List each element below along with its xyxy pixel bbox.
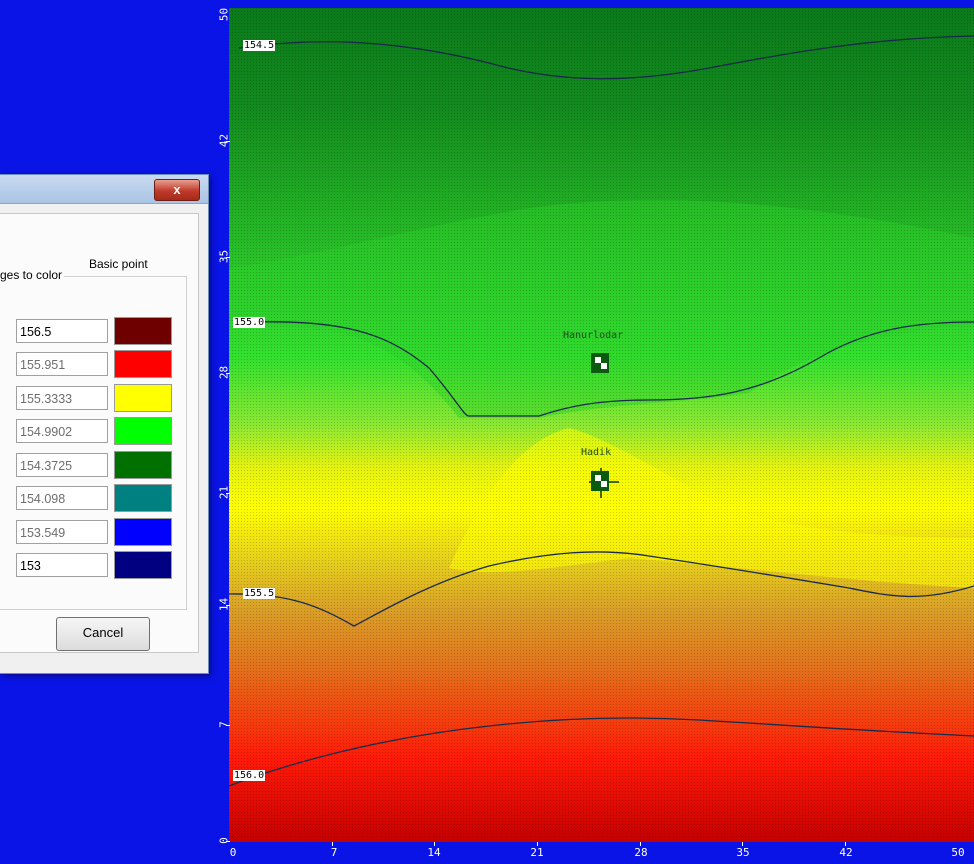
contour-label: 156.0 (233, 770, 266, 781)
x-tick-mark (537, 842, 538, 846)
y-tick-mark (226, 141, 230, 142)
contour-map[interactable]: 154.5 155.0 155.5 156.0 Hanurlodar Hadik (229, 8, 974, 842)
cancel-label: Cancel (82, 625, 124, 640)
cancel-button[interactable]: Cancel (56, 617, 150, 651)
y-tick-mark (226, 841, 230, 842)
point-label-hadik: Hadik (581, 447, 612, 458)
contour-label: 155.5 (243, 588, 276, 599)
color-swatch[interactable] (114, 518, 172, 546)
y-tick-label: 50 (217, 7, 231, 22)
value-field[interactable]: 156.5 (16, 319, 108, 343)
x-tick-mark (845, 842, 846, 846)
color-ranges-dialog: x ges to color Basic point 156.5 155.951… (0, 174, 209, 674)
x-tick-mark (640, 842, 641, 846)
value-field[interactable]: 154.098 (16, 486, 108, 510)
value-field[interactable]: 154.3725 (16, 453, 108, 477)
color-swatch[interactable] (114, 417, 172, 445)
value-field[interactable]: 155.3333 (16, 386, 108, 410)
y-tick-mark (226, 257, 230, 258)
x-tick-label: 42 (839, 846, 853, 859)
contour-map-svg (229, 8, 974, 842)
value-field[interactable]: 154.9902 (16, 419, 108, 443)
color-swatch[interactable] (114, 350, 172, 378)
contour-line-155-0 (232, 321, 974, 417)
x-tick-label: 0 (229, 846, 237, 859)
point-label-hanurlodar: Hanurlodar (563, 330, 624, 341)
point-marker-hanurlodar[interactable] (591, 353, 609, 373)
x-tick-mark (434, 842, 435, 846)
y-tick-mark (226, 605, 230, 606)
x-tick-label: 7 (330, 846, 338, 859)
value-field[interactable]: 153 (16, 553, 108, 577)
y-tick-mark (226, 725, 230, 726)
x-tick-label: 21 (530, 846, 544, 859)
value-field[interactable]: 153.549 (16, 520, 108, 544)
dialog-titlebar[interactable]: x (0, 175, 208, 204)
basic-point-label: Basic point (89, 257, 148, 271)
contour-line-155-5 (229, 551, 974, 627)
color-swatch[interactable] (114, 551, 172, 579)
x-tick-label: 50 (951, 846, 965, 859)
x-tick-mark (742, 842, 743, 846)
x-tick-label: 14 (427, 846, 441, 859)
x-tick-label: 28 (634, 846, 648, 859)
y-tick-mark (226, 373, 230, 374)
value-field[interactable]: 155.951 (16, 352, 108, 376)
x-tick-label: 35 (736, 846, 750, 859)
y-tick-mark (226, 493, 230, 494)
ranges-group: ges to color (0, 268, 187, 610)
group-label: ges to color (0, 268, 65, 282)
contour-line-154-5 (238, 35, 974, 80)
contour-label: 154.5 (243, 40, 276, 51)
color-swatch[interactable] (114, 451, 172, 479)
dot-texture (229, 8, 974, 842)
color-swatch[interactable] (114, 484, 172, 512)
contour-label: 155.0 (233, 317, 266, 328)
close-button[interactable]: x (154, 179, 200, 201)
point-marker-hadik[interactable] (589, 468, 619, 498)
color-swatch[interactable] (114, 317, 172, 345)
x-tick-mark (332, 842, 333, 846)
contour-line-156-0 (229, 717, 974, 787)
color-swatch[interactable] (114, 384, 172, 412)
